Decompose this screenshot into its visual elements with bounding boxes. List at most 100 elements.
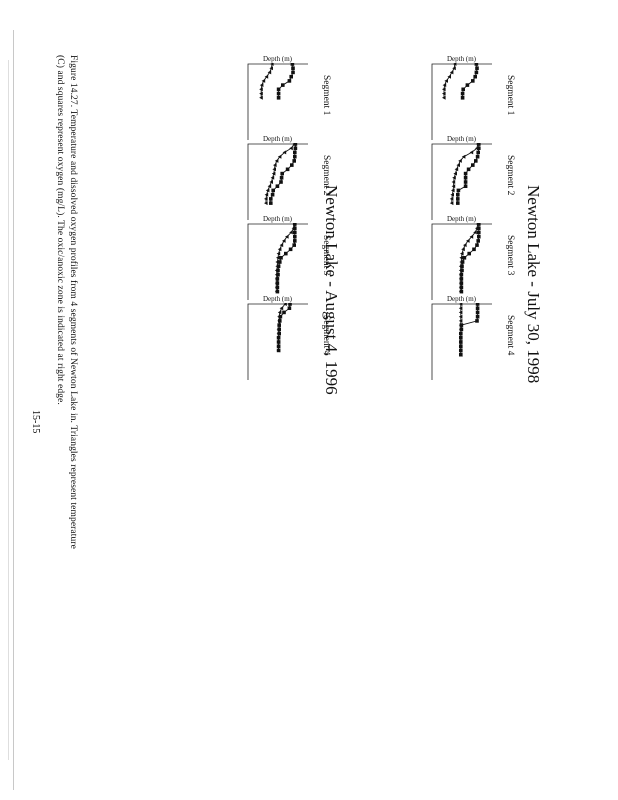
oxygen-point	[292, 159, 296, 163]
oxygen-point	[287, 306, 292, 310]
temperature-point	[459, 255, 463, 260]
temperature-point	[277, 314, 281, 319]
oxygen-point	[275, 184, 280, 189]
temperature-point	[442, 95, 446, 100]
figure-caption-line-2: (C) and squares represent oxygen (mg/L).…	[55, 55, 65, 405]
panel-segment-label: Segment 2	[321, 155, 331, 196]
temperature-point	[466, 238, 470, 243]
profile-panel: Segment 1 Depth (m)	[395, 55, 515, 141]
oxygen-point	[276, 96, 281, 100]
oxygen-point	[477, 230, 481, 235]
panel-axes	[247, 223, 308, 300]
oxygen-point	[475, 154, 480, 159]
profile-panel: Segment 4 Depth (m)	[211, 295, 331, 381]
temperature-point	[442, 83, 447, 88]
temperature-point	[277, 310, 282, 315]
temperature-point	[451, 180, 456, 184]
temperature-point	[270, 63, 274, 66]
temperature-point	[292, 223, 296, 226]
oxygen-point	[475, 306, 480, 310]
temperature-point	[475, 143, 480, 146]
temperature-point	[458, 264, 463, 269]
scan-artifact-line	[8, 60, 9, 760]
temperature-point	[458, 327, 463, 332]
oxygen-point	[456, 188, 461, 193]
oxygen-point	[455, 201, 460, 205]
panel-segment-label: Segment 4	[505, 315, 515, 356]
oxygen-point	[467, 251, 471, 256]
depth-axis-label: Depth (m)	[447, 55, 476, 63]
oxygen-point	[268, 197, 273, 201]
temperature-point	[274, 285, 279, 290]
temperature-point	[473, 230, 477, 235]
temperature-point	[451, 188, 455, 193]
oxygen-point	[293, 146, 298, 150]
temperature-point	[458, 318, 463, 323]
temperature-point	[449, 196, 454, 201]
temperature-point	[259, 91, 263, 96]
temperature-point	[271, 171, 276, 176]
panel-segment-label: Segment 3	[505, 235, 515, 276]
oxygen-point	[461, 87, 465, 92]
temperature-point	[452, 175, 456, 180]
oxygen-point	[268, 201, 273, 205]
oxygen-point	[290, 163, 294, 167]
oxygen-point	[276, 91, 281, 96]
temperature-point	[289, 146, 293, 151]
oxygen-point	[279, 176, 284, 180]
oxygen-point	[279, 180, 283, 184]
temperature-point	[282, 238, 286, 243]
profile-chart	[431, 303, 492, 380]
oxygen-point	[291, 66, 295, 70]
scan-artifact-line	[13, 30, 14, 790]
temperature-point	[459, 260, 463, 264]
temperature-point	[274, 158, 279, 163]
oxygen-point	[460, 91, 465, 96]
temperature-point	[274, 289, 279, 294]
oxygen-point	[285, 167, 290, 172]
temperature-point	[276, 331, 281, 336]
depth-axis-label: Depth (m)	[263, 55, 292, 63]
oxygen-point	[476, 150, 480, 155]
oxygen-point	[293, 239, 297, 243]
profile-panel: Segment 1 Depth (m)	[211, 55, 331, 141]
profile-panel: Segment 2 Depth (m)	[211, 135, 331, 221]
oxygen-series-line	[462, 63, 478, 98]
temperature-point	[276, 255, 280, 260]
panel-axes	[431, 303, 492, 380]
temperature-point	[283, 303, 287, 306]
temperature-point	[276, 251, 281, 256]
temperature-point	[475, 223, 480, 226]
temperature-point	[275, 264, 279, 269]
oxygen-point	[279, 256, 283, 260]
temperature-point	[458, 314, 463, 319]
panel-segment-label: Segment 2	[505, 155, 515, 196]
temperature-point	[265, 188, 270, 193]
temperature-point	[279, 243, 284, 248]
oxygen-point	[271, 188, 275, 193]
oxygen-point	[475, 303, 480, 306]
temperature-point	[277, 318, 281, 323]
profile-chart	[247, 143, 308, 220]
temperature-point	[276, 340, 281, 344]
temperature-point	[475, 146, 479, 151]
oxygen-point	[288, 303, 292, 306]
depth-axis-label: Depth (m)	[447, 135, 476, 143]
temperature-point	[276, 348, 281, 353]
oxygen-point	[475, 243, 479, 247]
temperature-point	[259, 87, 263, 92]
oxygen-point	[284, 251, 288, 256]
oxygen-point	[287, 79, 292, 83]
temperature-point	[264, 196, 268, 201]
panel-segment-label: Segment 1	[321, 75, 331, 116]
profile-chart	[431, 63, 492, 140]
profile-chart	[247, 223, 308, 300]
oxygen-point	[463, 171, 468, 176]
oxygen-point	[473, 74, 477, 79]
oxygen-point	[475, 310, 480, 315]
oxygen-point	[290, 63, 295, 66]
temperature-point	[269, 66, 273, 71]
temperature-point	[458, 303, 463, 306]
temperature-point	[458, 323, 463, 328]
